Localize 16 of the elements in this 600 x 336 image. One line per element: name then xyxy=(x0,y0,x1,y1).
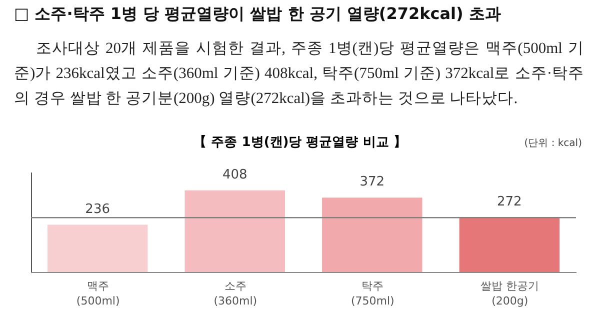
bar xyxy=(459,218,560,272)
x-tick-label: 쌀밥 한공기 (200g) xyxy=(480,280,540,308)
text: 【 주종 1병(캔)당 평균열량 비교 】 xyxy=(194,135,406,150)
bar xyxy=(47,224,148,272)
chart-title: □ 소주·탁주 1병 당 평균열량이 쌀밥 한 공기 열량(272kcal) 초과 xyxy=(14,4,501,25)
text: (단위 : kcal) xyxy=(524,137,582,150)
data-label: 272 xyxy=(497,194,522,210)
x-tick-label: 소주 (360ml) xyxy=(214,280,258,308)
chart-subtitle: 조사대상 20개 제품을 시험한 결과, 주종 1병(캔)당 평균열량은 맥주(500ml 기준)가 236kcal였고 소주(360ml 기준) 408kcal, 탁주(750ml 기준) 372kcal로 소주·탁주의 경우 쌀밥 한 공기분(200g) 열량(272kcal)을 초과하는 것으로 나타났다. xyxy=(14,39,584,109)
x-tick-label: 탁주 (750ml) xyxy=(350,280,394,308)
bar xyxy=(322,198,422,272)
data-label: 408 xyxy=(222,167,248,182)
data-label: 236 xyxy=(85,202,110,217)
x-tick-label: 맥주 (500ml) xyxy=(76,280,120,308)
data-label: 372 xyxy=(360,174,385,190)
bar xyxy=(184,190,285,272)
